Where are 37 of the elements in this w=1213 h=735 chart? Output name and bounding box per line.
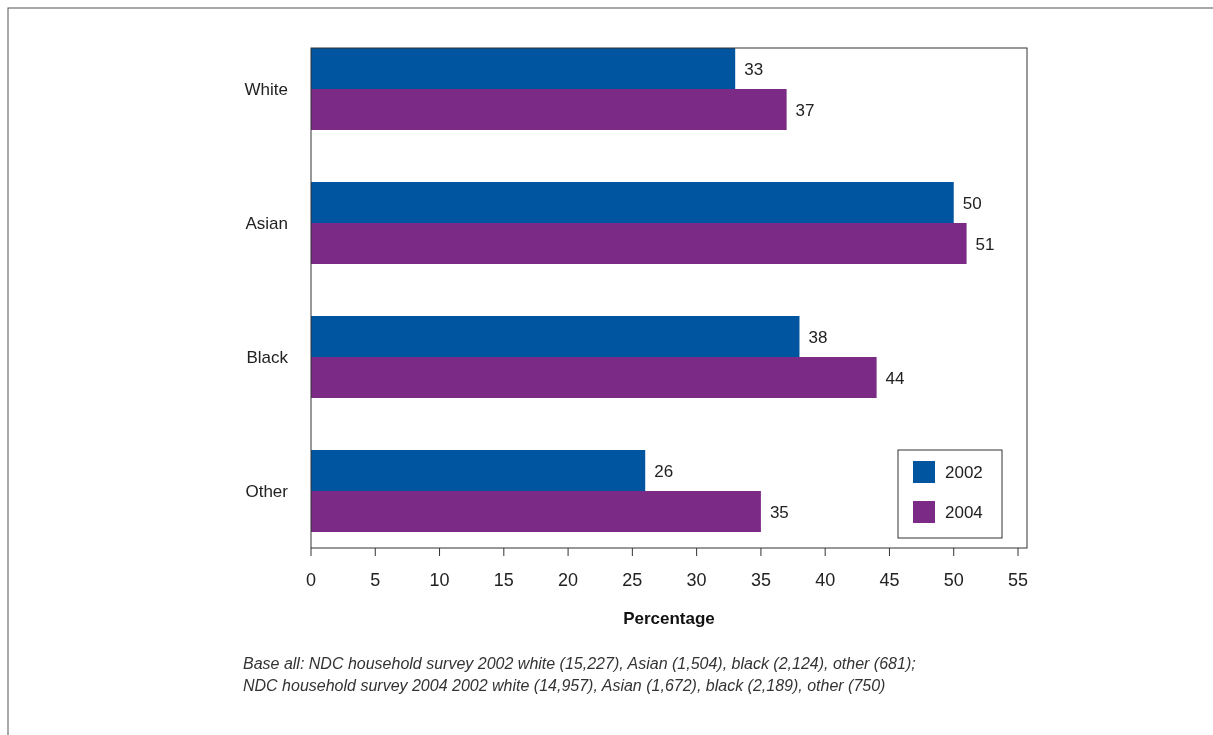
x-tick-label: 55	[1007, 570, 1029, 590]
x-tick-label: 30	[686, 570, 707, 590]
data-label: 38	[808, 327, 828, 347]
legend-label: 2002	[945, 463, 983, 482]
x-tick-label: 50	[943, 570, 964, 590]
y-tick-label: Other	[245, 482, 289, 501]
y-tick-label: Black	[246, 348, 289, 367]
data-label: 37	[795, 100, 815, 120]
x-tick-label: 25	[622, 570, 643, 590]
data-label: 51	[975, 234, 995, 254]
bar	[311, 182, 954, 223]
legend-label: 2004	[945, 503, 983, 522]
bar	[311, 491, 761, 532]
y-tick-label: Asian	[245, 214, 288, 233]
x-tick-label: 0	[305, 570, 317, 590]
bar	[311, 89, 787, 130]
data-label: 26	[654, 461, 674, 481]
text: Base all: NDC household survey 2002 white (15,227), Asian (1,504), black (2,124), other (681);	[243, 655, 916, 672]
data-label: 44	[885, 368, 905, 388]
x-axis-title: Percentage	[623, 609, 715, 628]
x-tick-label: 45	[879, 570, 900, 590]
x-tick-label: 10	[429, 570, 450, 590]
x-tick-label: 5	[370, 570, 381, 590]
x-tick-label: 35	[750, 570, 771, 590]
text: NDC household survey 2004 2002 white (14,957), Asian (1,672), black (2,189), other (750)	[243, 677, 886, 694]
x-tick-label: 40	[815, 570, 836, 590]
bar	[311, 316, 800, 357]
bar	[311, 223, 967, 264]
bar	[311, 48, 736, 89]
data-label: 50	[962, 193, 982, 213]
bar	[311, 450, 646, 491]
x-tick-label: 20	[558, 570, 579, 590]
bar	[311, 357, 877, 398]
y-tick-label: White	[244, 80, 288, 99]
x-tick-label: 15	[493, 570, 514, 590]
data-label: 33	[744, 59, 764, 79]
data-label: 35	[769, 502, 789, 522]
